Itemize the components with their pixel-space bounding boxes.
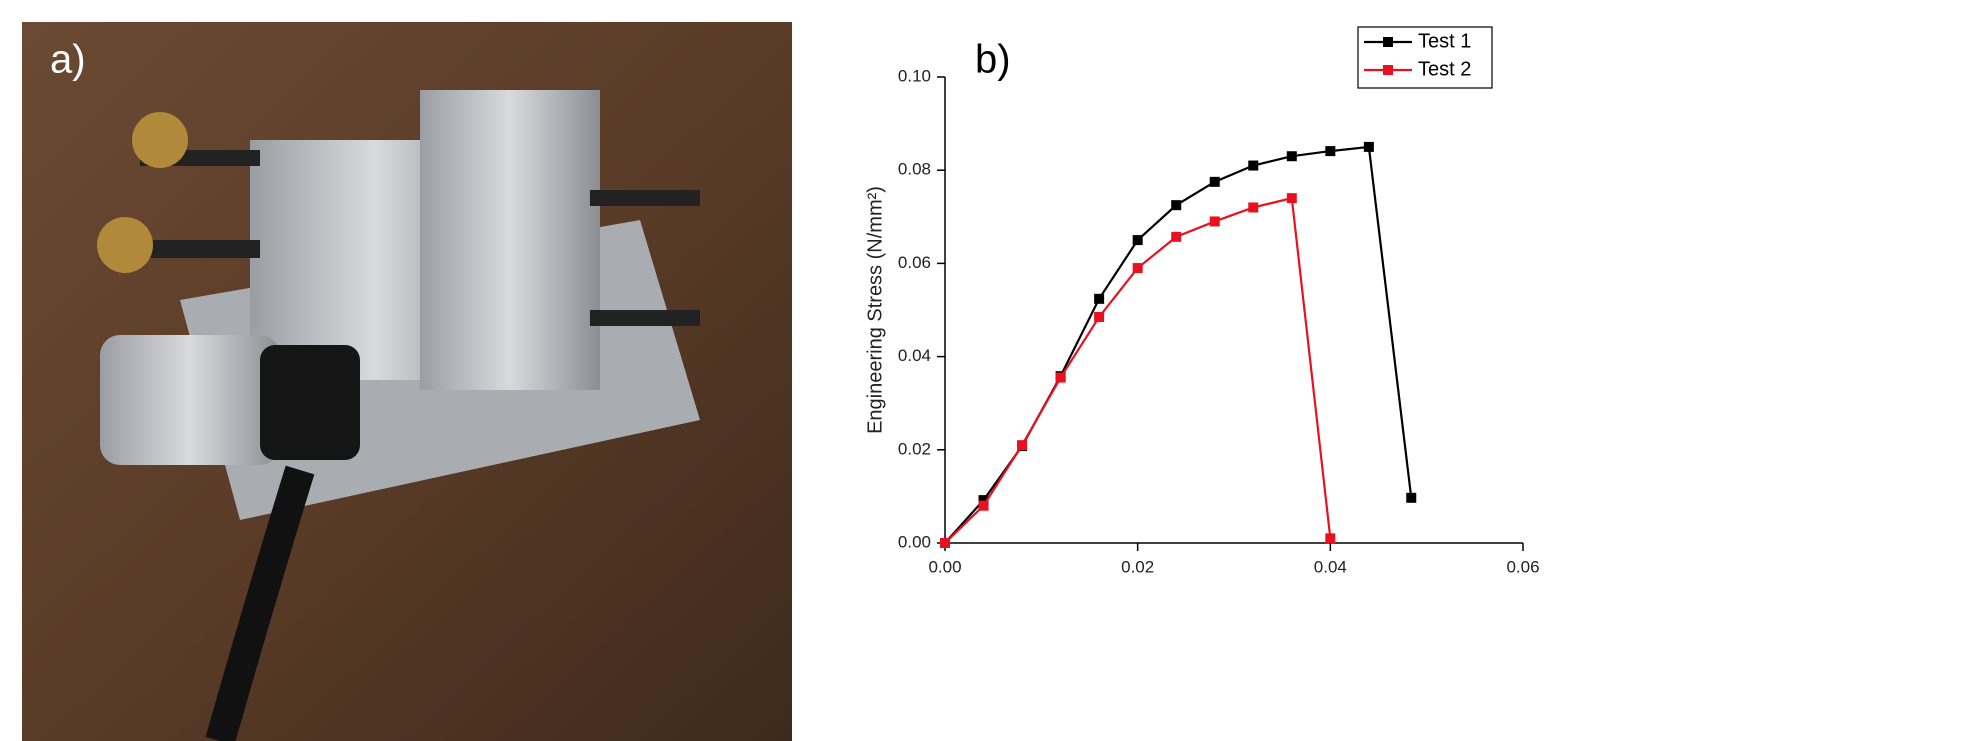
y-tick-label: 0.08 bbox=[898, 160, 931, 179]
legend-box bbox=[1357, 26, 1493, 89]
point bbox=[1406, 492, 1417, 503]
x-tick-label: 0.02 bbox=[1121, 557, 1154, 576]
motor-cap bbox=[260, 345, 360, 460]
point bbox=[1325, 533, 1336, 544]
point bbox=[1248, 160, 1259, 171]
point bbox=[1094, 293, 1105, 304]
panel-label: b) bbox=[975, 38, 1011, 82]
y-tick-label: 0.02 bbox=[898, 439, 931, 458]
point bbox=[1248, 202, 1259, 213]
point bbox=[1209, 216, 1220, 227]
point bbox=[1017, 440, 1028, 451]
y-tick-label: 0.10 bbox=[898, 66, 931, 85]
legend-label: Test 2 bbox=[1418, 58, 1471, 80]
y-tick-label: 0.04 bbox=[898, 346, 931, 365]
screw bbox=[140, 240, 260, 258]
screw bbox=[590, 310, 700, 326]
point bbox=[1094, 311, 1105, 322]
x-tick-label: 0.06 bbox=[1506, 557, 1539, 576]
point bbox=[1132, 263, 1143, 274]
screw bbox=[590, 190, 700, 206]
y-axis-title: Engineering Stress (N/mm²) bbox=[864, 186, 886, 434]
gear bbox=[132, 112, 188, 168]
series-line bbox=[944, 196, 1332, 544]
point bbox=[1132, 235, 1143, 246]
gear bbox=[97, 217, 153, 273]
point bbox=[1171, 200, 1182, 211]
point bbox=[1171, 231, 1182, 242]
point bbox=[1363, 141, 1374, 152]
y-tick-label: 0.00 bbox=[898, 532, 931, 551]
x-tick-label: 0.00 bbox=[928, 557, 961, 576]
point bbox=[1325, 146, 1336, 157]
point bbox=[1286, 193, 1297, 204]
legend-marker bbox=[1383, 65, 1393, 75]
block bbox=[420, 90, 600, 390]
motor bbox=[100, 335, 280, 465]
point bbox=[978, 495, 989, 506]
point bbox=[940, 538, 950, 548]
point bbox=[1055, 372, 1066, 383]
chart: b) 0.00 0.02 0.04 0.06 0.08 0.10 0.00 0.02 0.04 0.… bbox=[864, 26, 1540, 576]
photo: a) bbox=[22, 22, 792, 741]
cable bbox=[205, 465, 315, 741]
legend-label: Test 1 bbox=[1418, 30, 1471, 52]
point bbox=[1209, 176, 1220, 187]
point bbox=[978, 500, 989, 511]
panel-label: a) bbox=[50, 38, 86, 82]
legend-marker bbox=[1383, 37, 1393, 47]
y-tick-label: 0.06 bbox=[898, 253, 931, 272]
point bbox=[1286, 151, 1297, 162]
x-tick-label: 0.04 bbox=[1314, 557, 1347, 576]
